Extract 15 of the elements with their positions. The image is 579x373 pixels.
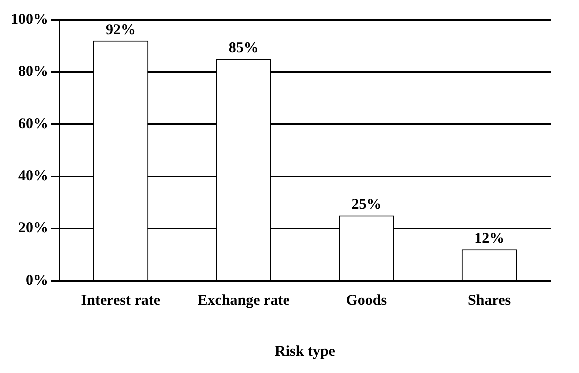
y-tick-label: 40% [18,168,48,184]
y-tick-label: 0% [26,272,48,289]
y-tick-label: 80% [18,64,48,80]
y-tick-label: 60% [18,116,48,132]
x-tick-label: Shares [468,292,512,309]
data-label: 85% [228,40,259,57]
y-tick-label: 100% [11,12,48,28]
x-tick-label: Exchange rate [198,292,290,309]
x-axis-title: Risk type [275,344,336,360]
x-tick-label: Goods [346,292,388,309]
x-tick-label: Interest rate [81,292,161,309]
data-label: 12% [474,231,505,248]
data-label: 25% [352,197,382,214]
y-tick-label: 20% [18,220,48,237]
data-label: 92% [106,22,136,38]
